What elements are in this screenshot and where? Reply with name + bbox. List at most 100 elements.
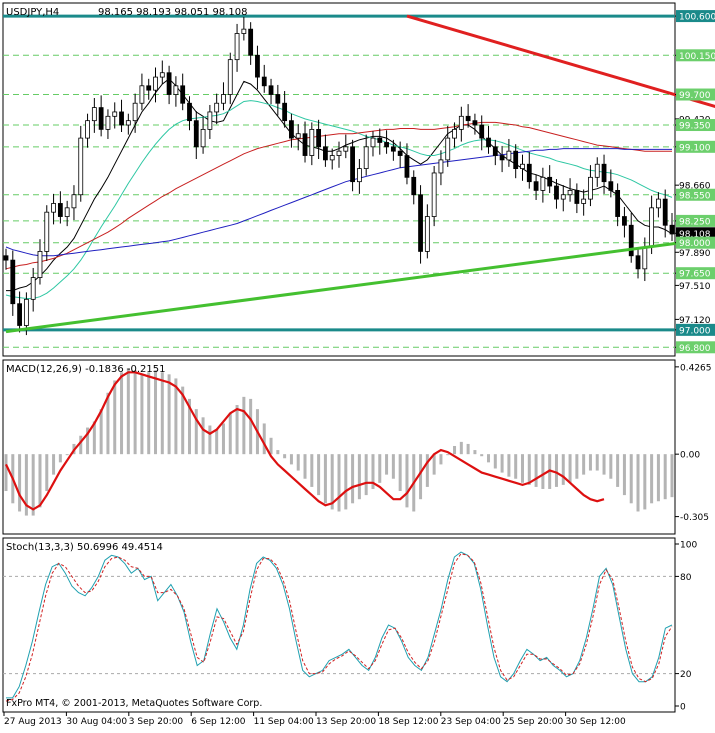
price-frame (2, 2, 676, 357)
candle-body (139, 85, 145, 104)
level-price-label: 98.250 (679, 217, 711, 227)
macd-histogram-bar (310, 454, 314, 487)
macd-histogram-bar (629, 454, 633, 504)
candle-body (411, 176, 417, 196)
level-price-marker (676, 236, 715, 249)
macd-histogram-bar (514, 454, 518, 479)
candle-body (594, 163, 600, 178)
candle-body (132, 102, 138, 122)
macd-histogram-bar (493, 454, 497, 469)
candle-body (214, 102, 220, 113)
candle-body (85, 120, 90, 139)
macd-histogram-bar (79, 435, 83, 455)
candle-body (37, 251, 43, 278)
x-tick-label: 13 Sep 20:00 (316, 717, 376, 727)
candle-body (248, 28, 254, 56)
macd-histogram-bar (670, 454, 674, 498)
macd-histogram-bar (208, 425, 212, 455)
stochastic-line (5, 553, 673, 702)
candle-body (506, 150, 512, 161)
candle-body (390, 146, 396, 152)
macd-histogram-bar (419, 454, 423, 500)
candle-body (227, 59, 233, 95)
candle-body (628, 224, 634, 257)
macd-histogram-bar (561, 454, 565, 485)
candle-body (486, 137, 491, 148)
candle-body (119, 111, 124, 126)
candle-body (492, 146, 498, 156)
x-tick-label: 30 Sep 12:00 (566, 717, 626, 727)
candle-body (282, 102, 288, 122)
macd-histogram-bar (602, 454, 606, 475)
macd-histogram-bar (609, 454, 613, 479)
pane-frames (2, 2, 676, 713)
macd-histogram-bar (487, 454, 491, 463)
current-price-marker (676, 227, 715, 240)
candle-body (159, 72, 165, 78)
macd-histogram-bar (459, 441, 463, 455)
candle-body (533, 181, 539, 191)
candle-body (30, 277, 36, 300)
candle-body (499, 155, 505, 161)
candle-body (146, 85, 152, 91)
x-tick-label: 30 Aug 04:00 (66, 717, 127, 727)
macd-histogram-bar (269, 437, 273, 455)
macd-histogram-bar (4, 454, 8, 492)
candle-body (323, 146, 328, 161)
stoch-frame (2, 537, 676, 713)
level-price-label: 98.550 (679, 191, 711, 201)
price-pane[interactable]: 100.600100.15099.70099.42099.35099.10098… (3, 10, 715, 354)
candle-body (669, 224, 675, 235)
macd-histogram-bar (385, 454, 389, 475)
candle-body (302, 133, 308, 156)
macd-histogram-bar (466, 443, 470, 455)
level-price-marker (676, 10, 715, 23)
macd-histogram-bar (303, 454, 307, 479)
macd-histogram-bar (194, 409, 198, 455)
macd-pane[interactable]: 0.4265 0.00 -0.305 (4, 363, 712, 523)
macd-frame (2, 359, 676, 535)
macd-histogram-bar (663, 454, 667, 500)
macd-histogram-bar (588, 454, 592, 471)
stochastic-line (6, 551, 673, 699)
candle-body (91, 107, 97, 122)
candle-body (153, 76, 158, 91)
macd-histogram-bar (31, 454, 35, 516)
candle-body (193, 120, 199, 148)
candle-body (574, 189, 580, 204)
level-price-marker (676, 188, 715, 201)
y-tick-label: 98.660 (679, 182, 711, 192)
candle-body (622, 216, 627, 226)
y-tick-label: 97.120 (679, 316, 711, 326)
macd-signal-line (5, 371, 605, 511)
level-price-marker (676, 214, 715, 227)
candle-body (431, 172, 437, 217)
macd-histogram-bar (330, 454, 334, 510)
candle-body (295, 133, 301, 139)
level-price-marker (676, 323, 715, 336)
macd-histogram-bar (473, 450, 477, 455)
macd-histogram-bar (656, 454, 660, 502)
macd-histogram-bar (575, 454, 579, 479)
macd-histogram-bar (554, 454, 558, 487)
y-tick-label: 97.890 (679, 249, 711, 259)
macd-histogram-bar (500, 454, 504, 473)
level-price-marker (676, 267, 715, 280)
stochastic-pane[interactable]: 100 80 20 0 (3, 541, 697, 713)
symbol-label: USDJPY,H4 (6, 7, 59, 18)
stoch-y-tick-label: 80 (680, 573, 692, 583)
macd-histogram-bar (534, 454, 538, 487)
macd-histogram-bar (221, 423, 225, 455)
x-tick-label: 3 Sep 20:00 (129, 717, 184, 727)
macd-histogram-bar (65, 454, 69, 456)
macd-histogram-bar (52, 454, 56, 475)
macd-y-tick-label: 0.4265 (680, 363, 712, 373)
macd-histogram-bar (133, 370, 137, 455)
moving-average-line (5, 121, 672, 270)
candle-body (642, 246, 648, 270)
candle-body (3, 255, 9, 261)
macd-histogram-bar (167, 374, 171, 455)
candle-body (200, 128, 206, 148)
macd-histogram-bar (201, 417, 205, 455)
